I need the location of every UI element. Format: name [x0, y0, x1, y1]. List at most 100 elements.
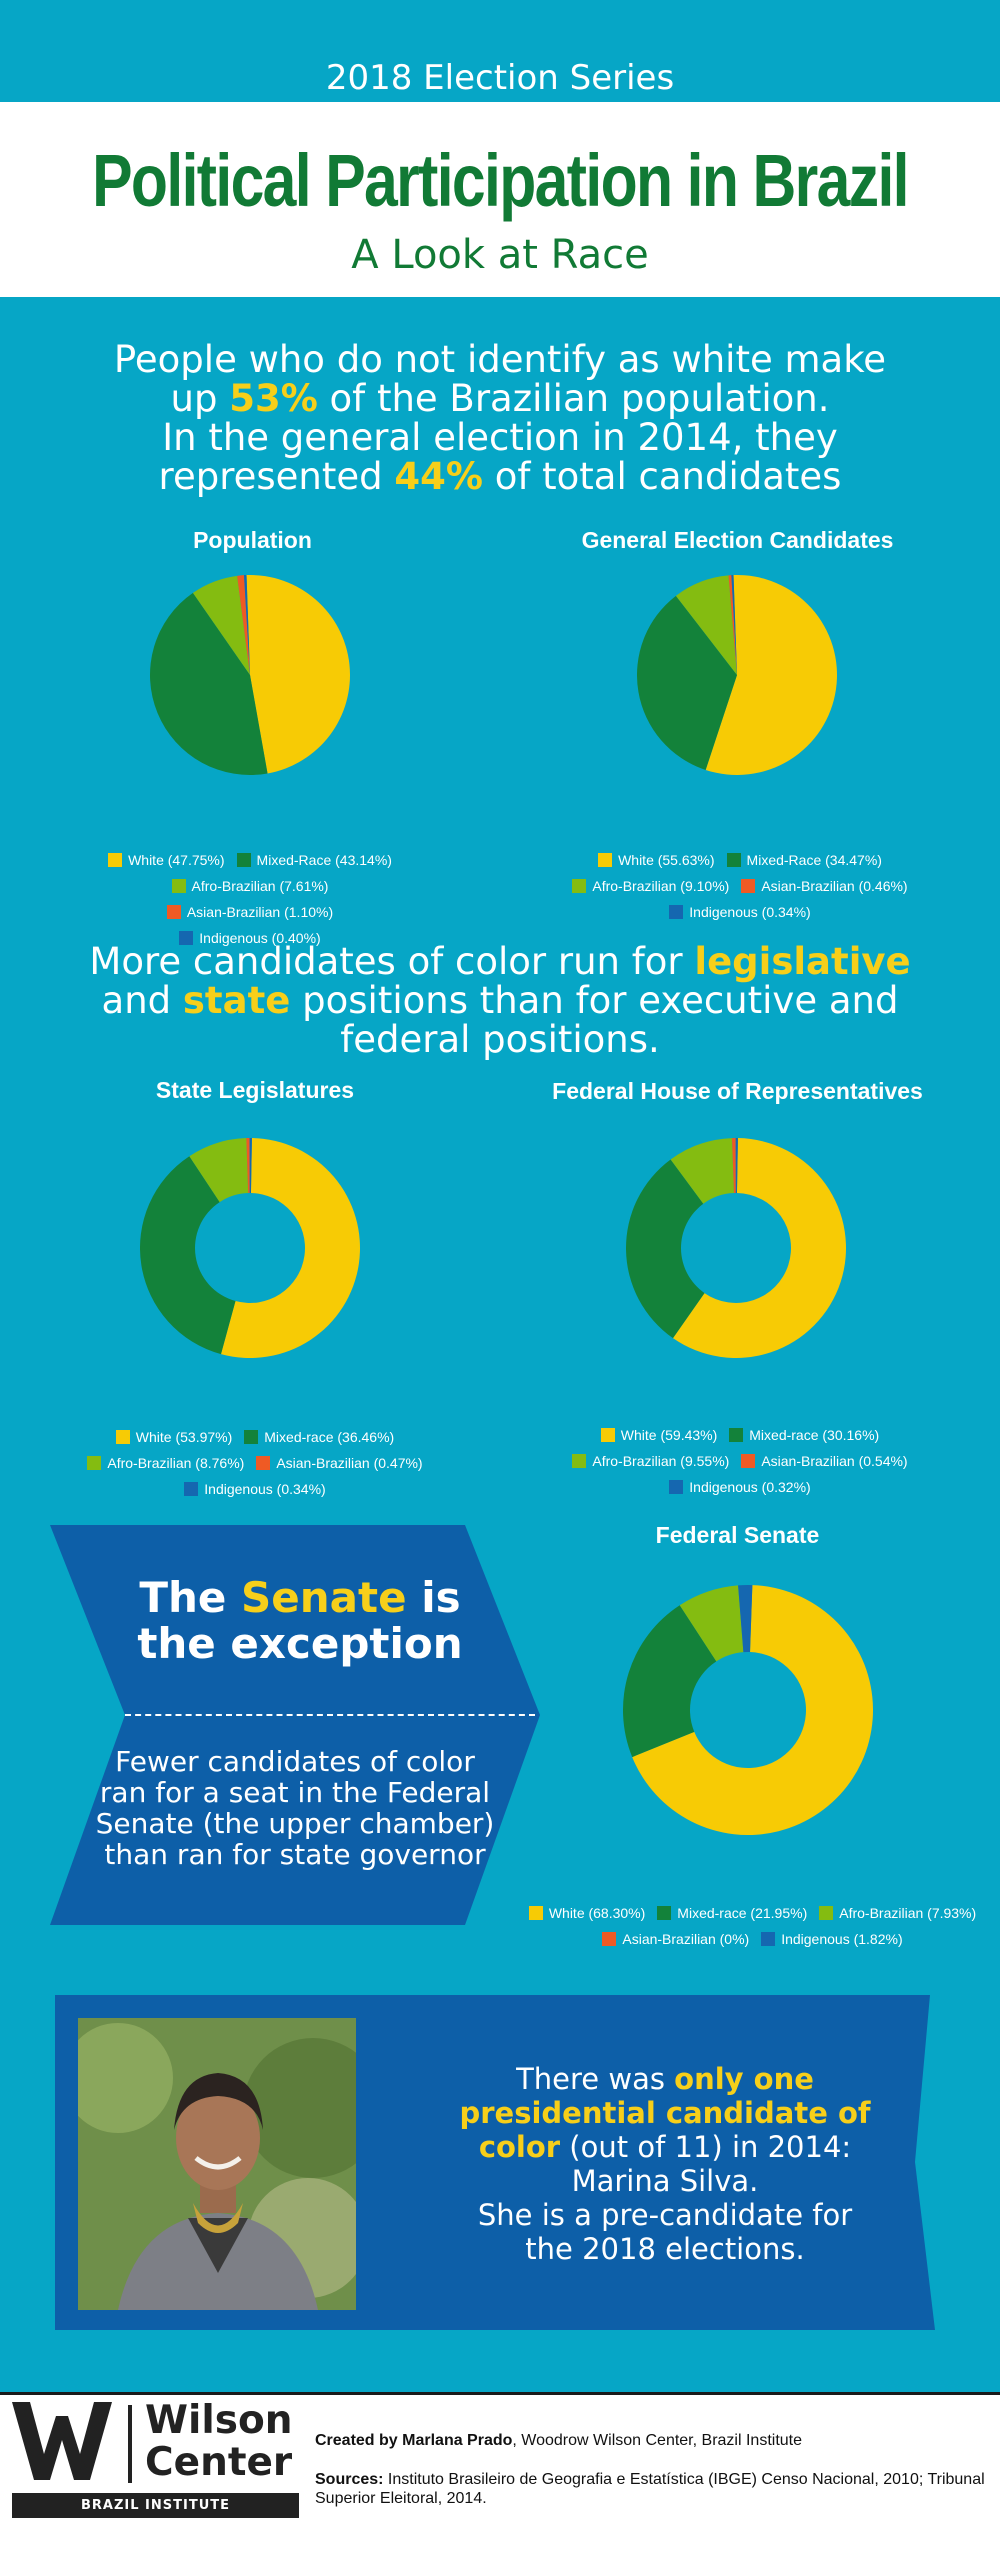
legend-label-indigenous: Indigenous (0.40%)	[199, 930, 321, 946]
chart-title-federal-house: Federal House of Representatives	[552, 1078, 923, 1104]
candidates-pie-chart	[637, 575, 837, 775]
slice-afro	[189, 1138, 249, 1203]
legend-label-white: White (55.63%)	[618, 852, 715, 868]
legend-swatch-afro	[819, 1906, 834, 1920]
slice-afro	[679, 1585, 744, 1662]
legend-swatch-asian	[166, 905, 181, 919]
slice-mixed	[150, 592, 268, 775]
slice-white	[705, 575, 837, 775]
legend-item-mixed: Mixed-race (30.16%)	[729, 1422, 879, 1448]
slice-mixed	[140, 1156, 236, 1355]
legend-swatch-indigenous	[669, 1480, 684, 1494]
stat-53: 53%	[229, 377, 318, 420]
slice-indigenous	[735, 1138, 738, 1194]
legend-item-indigenous: Indigenous (0.34%)	[669, 899, 811, 925]
state-legislatures-donut-chart	[140, 1138, 360, 1358]
intro1-line4: represented 44% of total candidates	[158, 455, 842, 498]
chart-title-population: Population	[193, 527, 312, 553]
legend-swatch-afro	[572, 1454, 587, 1468]
legend-label-asian: Asian-Brazilian (0.54%)	[761, 1453, 908, 1469]
legend-label-afro: Afro-Brazilian (7.61%)	[191, 878, 329, 894]
highlight-senate: Senate	[241, 1573, 407, 1622]
legend-label-asian: Asian-Brazilian (0.47%)	[276, 1455, 423, 1471]
legend-item-asian: Asian-Brazilian (0%)	[602, 1926, 749, 1952]
intro-population-text: People who do not identify as white make…	[60, 340, 940, 496]
slice-mixed	[637, 595, 737, 770]
legend-label-indigenous: Indigenous (0.34%)	[689, 904, 811, 920]
legend-swatch-white	[108, 853, 123, 867]
legend-item-indigenous: Indigenous (0.40%)	[179, 925, 321, 951]
legend-swatch-indigenous	[669, 905, 684, 919]
legend-swatch-white	[528, 1906, 543, 1920]
legend-label-white: White (53.97%)	[135, 1429, 233, 1445]
sources-line: Sources: Instituto Brasileiro de Geograf…	[315, 2471, 985, 2507]
slice-afro	[192, 575, 250, 675]
legend-label-indigenous: Indigenous (0.34%)	[204, 1481, 326, 1497]
legend-item-mixed: Mixed-Race (34.47%)	[726, 847, 882, 873]
legend-swatch-indigenous	[179, 931, 194, 945]
slice-white	[220, 1138, 360, 1358]
federal-senate-legend: White (68.30%) Mixed-race (21.95%) Afro-Br…	[505, 1900, 1000, 1952]
legend-swatch-afro	[171, 879, 186, 893]
state-legislatures-legend: White (53.97%) Mixed-race (36.46%) Afro-Br…	[70, 1424, 440, 1502]
legend-item-afro: Afro-Brazilian (8.76%)	[87, 1450, 244, 1476]
legend-label-indigenous: Indigenous (1.82%)	[781, 1931, 903, 1947]
title-band	[0, 102, 1000, 297]
highlight-legislative: legislative	[694, 940, 911, 983]
slice-white	[246, 575, 350, 774]
footer	[0, 2392, 1000, 2553]
legend-item-white: White (55.63%)	[598, 847, 715, 873]
slice-mixed	[623, 1605, 717, 1758]
intro2-line3: federal positions.	[340, 1018, 660, 1061]
intro1-line3: In the general election in 2014, they	[162, 416, 838, 459]
legend-item-afro: Afro-Brazilian (7.61%)	[171, 873, 329, 899]
legend-item-asian: Asian-Brazilian (0.47%)	[256, 1450, 423, 1476]
legend-swatch-mixed	[726, 853, 741, 867]
legend-item-white: White (47.75%)	[108, 847, 225, 873]
credit-line: Created by Marlana Prado, Woodrow Wilson…	[315, 2432, 802, 2449]
slice-white	[672, 1138, 846, 1358]
slice-indigenous	[738, 1585, 753, 1653]
slice-asian	[237, 575, 250, 675]
marina-silva-photo	[78, 2018, 356, 2310]
legend-swatch-asian	[741, 1454, 756, 1468]
intro1-line2: up 53% of the Brazilian population.	[170, 377, 830, 420]
slice-asian	[728, 575, 737, 675]
senate-heading: The Senate is the exception	[137, 1573, 463, 1668]
slice-afro	[670, 1138, 734, 1204]
series-label: 2018 Election Series	[325, 58, 675, 98]
legend-swatch-asian	[602, 1932, 617, 1946]
legend-label-asian: Asian-Brazilian (1.10%)	[186, 904, 334, 920]
legend-swatch-asian	[741, 879, 756, 893]
highlight-state: state	[182, 979, 291, 1022]
legend-swatch-mixed	[657, 1906, 672, 1920]
slice-mixed	[626, 1159, 705, 1339]
slice-white	[632, 1585, 873, 1835]
population-pie-chart	[150, 575, 350, 775]
legend-label-white: White (47.75%)	[128, 852, 225, 868]
legend-swatch-asian	[256, 1456, 271, 1470]
legend-item-asian: Asian-Brazilian (1.10%)	[166, 899, 334, 925]
legend-swatch-indigenous	[184, 1482, 199, 1496]
legend-label-mixed: Mixed-race (30.16%)	[749, 1427, 880, 1443]
legend-label-asian: Asian-Brazilian (0%)	[622, 1931, 750, 1947]
legend-item-white: White (53.97%)	[115, 1424, 233, 1450]
legend-label-afro: Afro-Brazilian (7.93%)	[839, 1905, 977, 1921]
legend-label-afro: Afro-Brazilian (9.55%)	[592, 1453, 730, 1469]
chart-title-candidates: General Election Candidates	[581, 527, 894, 553]
stat-44: 44%	[394, 455, 483, 498]
legend-item-indigenous: Indigenous (1.82%)	[761, 1926, 903, 1952]
legend-item-afro: Afro-Brazilian (9.10%)	[572, 873, 729, 899]
legend-label-mixed: Mixed-race (21.95%)	[677, 1905, 808, 1921]
legend-item-white: White (68.30%)	[528, 1900, 645, 1926]
legend-label-indigenous: Indigenous (0.32%)	[689, 1479, 811, 1495]
candidates-legend: White (55.63%) Mixed-Race (34.47%) Afro-Br…	[550, 847, 930, 925]
legend-swatch-white	[598, 853, 613, 867]
senate-body-text: Fewer candidates of color ran for a seat…	[95, 1745, 495, 1871]
legend-item-afro: Afro-Brazilian (9.55%)	[572, 1448, 729, 1474]
legend-label-mixed: Mixed-Race (34.47%)	[746, 852, 882, 868]
legend-swatch-afro	[572, 879, 587, 893]
chart-title-federal-senate: Federal Senate	[655, 1522, 820, 1548]
legend-item-mixed: Mixed-Race (43.14%)	[236, 847, 392, 873]
slice-indigenous	[731, 575, 737, 675]
